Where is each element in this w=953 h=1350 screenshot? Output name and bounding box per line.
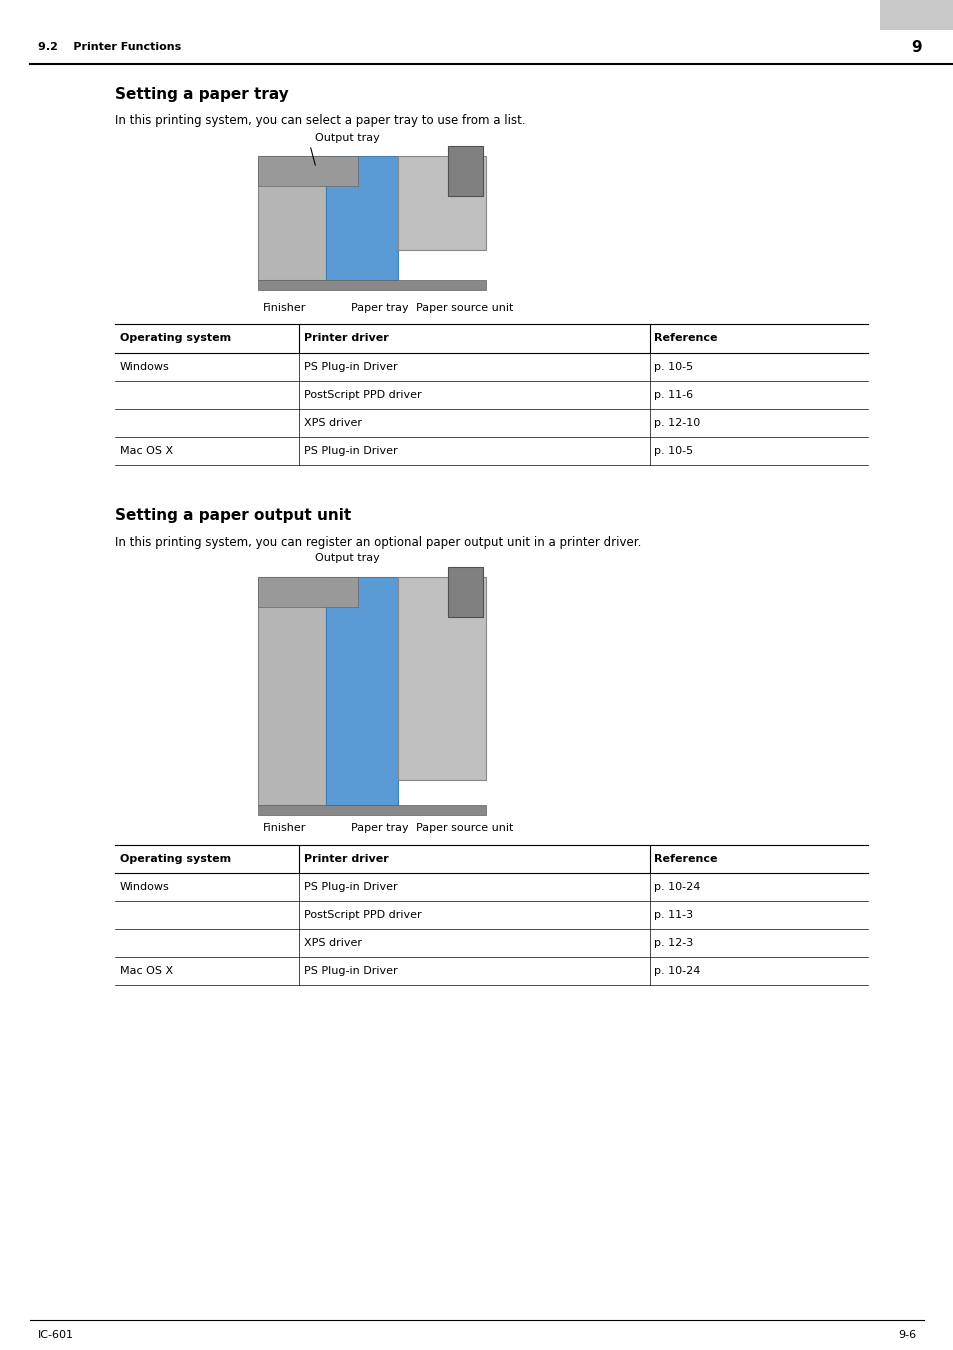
Text: XPS driver: XPS driver <box>304 417 362 428</box>
Text: Paper tray: Paper tray <box>351 824 409 833</box>
Text: Windows: Windows <box>120 882 170 892</box>
Text: Output tray: Output tray <box>314 134 379 143</box>
Text: In this printing system, you can register an optional paper output unit in a pri: In this printing system, you can registe… <box>115 536 640 548</box>
Text: Finisher: Finisher <box>263 302 306 313</box>
Text: Paper source unit: Paper source unit <box>416 302 513 313</box>
Text: Operating system: Operating system <box>120 333 231 343</box>
Text: Finisher: Finisher <box>263 824 306 833</box>
Text: Printer driver: Printer driver <box>304 333 389 343</box>
Bar <box>257 576 326 805</box>
Text: p. 11-3: p. 11-3 <box>654 910 693 919</box>
Bar <box>257 157 357 186</box>
Text: Setting a paper output unit: Setting a paper output unit <box>115 508 351 522</box>
Text: PS Plug-in Driver: PS Plug-in Driver <box>304 362 397 371</box>
Bar <box>257 576 357 608</box>
Text: p. 10-24: p. 10-24 <box>654 967 700 976</box>
Text: p. 12-10: p. 12-10 <box>654 417 700 428</box>
Text: PS Plug-in Driver: PS Plug-in Driver <box>304 446 397 456</box>
Bar <box>879 0 953 30</box>
Text: Windows: Windows <box>120 362 170 371</box>
Bar <box>397 576 485 780</box>
Text: PostScript PPD driver: PostScript PPD driver <box>304 390 421 400</box>
Text: p. 11-6: p. 11-6 <box>654 390 693 400</box>
Text: Mac OS X: Mac OS X <box>120 967 172 976</box>
Text: 9-6: 9-6 <box>897 1330 915 1341</box>
Text: PS Plug-in Driver: PS Plug-in Driver <box>304 967 397 976</box>
Bar <box>326 576 397 805</box>
Text: Paper source unit: Paper source unit <box>416 824 513 833</box>
Text: PS Plug-in Driver: PS Plug-in Driver <box>304 882 397 892</box>
Bar <box>257 805 485 815</box>
Text: 9: 9 <box>911 39 922 54</box>
Text: Printer driver: Printer driver <box>304 853 389 864</box>
Text: PostScript PPD driver: PostScript PPD driver <box>304 910 421 919</box>
Text: Setting a paper tray: Setting a paper tray <box>115 86 289 101</box>
Text: Operating system: Operating system <box>120 853 231 864</box>
Text: p. 12-3: p. 12-3 <box>654 938 693 948</box>
Text: Reference: Reference <box>654 333 718 343</box>
Bar <box>257 279 485 290</box>
Text: Output tray: Output tray <box>314 554 379 563</box>
Bar <box>397 157 485 250</box>
Text: Reference: Reference <box>654 853 718 864</box>
Text: In this printing system, you can select a paper tray to use from a list.: In this printing system, you can select … <box>115 115 525 127</box>
Text: XPS driver: XPS driver <box>304 938 362 948</box>
Text: p. 10-5: p. 10-5 <box>654 362 693 371</box>
Bar <box>448 146 482 196</box>
Bar <box>326 157 397 279</box>
Text: 9.2    Printer Functions: 9.2 Printer Functions <box>38 42 181 53</box>
Bar <box>257 157 326 279</box>
Text: Mac OS X: Mac OS X <box>120 446 172 456</box>
Text: p. 10-5: p. 10-5 <box>654 446 693 456</box>
Bar <box>448 567 482 617</box>
Text: p. 10-24: p. 10-24 <box>654 882 700 892</box>
Text: IC-601: IC-601 <box>38 1330 74 1341</box>
Text: Paper tray: Paper tray <box>351 302 409 313</box>
